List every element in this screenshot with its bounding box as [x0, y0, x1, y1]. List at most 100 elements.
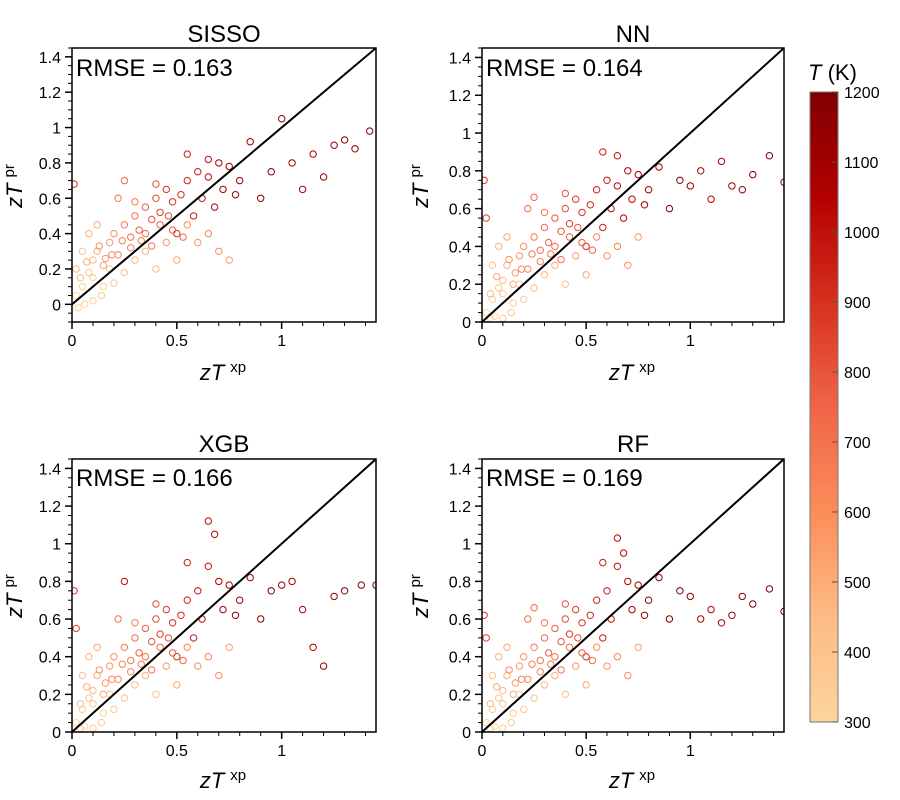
data-point [582, 271, 590, 279]
data-point [89, 686, 97, 695]
data-point [183, 221, 192, 229]
data-point [141, 624, 150, 633]
x-axis-label-main: zT [199, 768, 226, 793]
x-tick-label: 1 [277, 333, 286, 350]
data-point [89, 297, 97, 305]
data-point [592, 233, 601, 241]
data-point [624, 577, 632, 586]
x-axis-label-main: zT [199, 360, 226, 385]
data-point [267, 587, 275, 595]
data-point [544, 238, 553, 247]
data-point [131, 256, 139, 264]
data-point [141, 203, 150, 211]
data-point [495, 284, 503, 292]
data-point [99, 261, 108, 270]
data-point [309, 643, 317, 651]
y-tick-label: 1.4 [39, 461, 61, 478]
data-point [95, 242, 104, 250]
data-point [561, 690, 569, 698]
y-tick-label: 1 [52, 537, 61, 554]
data-point [204, 562, 213, 570]
data-point [603, 252, 611, 260]
data-point [599, 634, 607, 642]
data-point [152, 180, 160, 188]
data-point [366, 127, 374, 135]
data-point [728, 611, 736, 619]
data-point [524, 675, 532, 683]
y-tick-label: 1 [462, 126, 471, 143]
data-point [162, 238, 171, 247]
data-point [738, 186, 746, 194]
data-point [499, 314, 507, 322]
data-point [536, 668, 544, 676]
data-point [78, 282, 87, 291]
data-point [578, 619, 586, 627]
rmse-label: RMSE = 0.166 [76, 465, 233, 492]
data-point [547, 660, 555, 668]
data-point [215, 671, 223, 680]
x-axis-label-sup: xp [639, 767, 655, 784]
data-point [603, 587, 611, 595]
data-point [152, 600, 160, 608]
data-point [173, 229, 181, 238]
colorbar-label-var: T [808, 60, 823, 85]
data-point [640, 201, 649, 209]
data-point [106, 238, 114, 247]
data-point [351, 145, 359, 153]
data-point [572, 605, 580, 614]
data-point [177, 191, 185, 199]
data-point [540, 634, 549, 642]
data-point [215, 247, 223, 256]
x-axis-label: zT xp [608, 359, 655, 385]
data-point [173, 256, 181, 264]
x-axis-label-main: zT [608, 360, 635, 385]
data-point [503, 643, 511, 651]
data-point [524, 615, 532, 623]
data-point [93, 221, 101, 229]
data-point [524, 204, 532, 213]
data-point [120, 268, 129, 277]
data-point [492, 683, 501, 691]
scatter-points [482, 534, 784, 732]
data-point [665, 204, 674, 213]
data-point [509, 709, 517, 717]
y-axis-label-main: zT [408, 592, 433, 619]
data-point [488, 261, 497, 269]
data-point [340, 587, 349, 595]
data-point [588, 246, 597, 254]
data-point [204, 155, 213, 164]
data-point [603, 176, 611, 185]
y-axis-label-sup: pr [407, 164, 424, 177]
data-point [634, 581, 642, 589]
panel-rf: RF RMSE = 0.169 zT xp zTpr 0 0.5 100.20.40.… [407, 431, 785, 793]
data-point [482, 176, 488, 184]
data-point [137, 237, 145, 245]
data-point [141, 653, 150, 661]
y-axis-label: zT pr [407, 574, 433, 619]
data-point [557, 227, 565, 236]
data-point [486, 290, 494, 298]
data-point [278, 115, 286, 123]
y-axis-label: zT pr [1, 574, 27, 619]
data-point [572, 195, 580, 203]
panel-nn: NN RMSE = 0.164 zT xp zTpr 0 0.5 100.20.40.… [407, 21, 785, 385]
data-point [101, 679, 110, 687]
data-point [528, 660, 536, 668]
data-point [89, 700, 97, 708]
y-tick-label: 0 [462, 315, 471, 332]
data-point [482, 308, 490, 317]
x-tick-label: 0 [68, 333, 77, 350]
data-point [572, 662, 580, 670]
data-point [219, 185, 227, 194]
data-point [225, 581, 233, 589]
data-point [168, 226, 177, 234]
plot-frame [481, 458, 785, 733]
data-point [194, 238, 202, 247]
y-tick-label: 1.4 [449, 461, 471, 478]
data-point [561, 280, 569, 288]
plot-frame [481, 47, 785, 323]
data-point [357, 581, 365, 589]
colorbar-tick-label: 1200 [844, 85, 880, 102]
data-point [561, 600, 569, 608]
x-tick-label: 0.5 [166, 333, 188, 350]
